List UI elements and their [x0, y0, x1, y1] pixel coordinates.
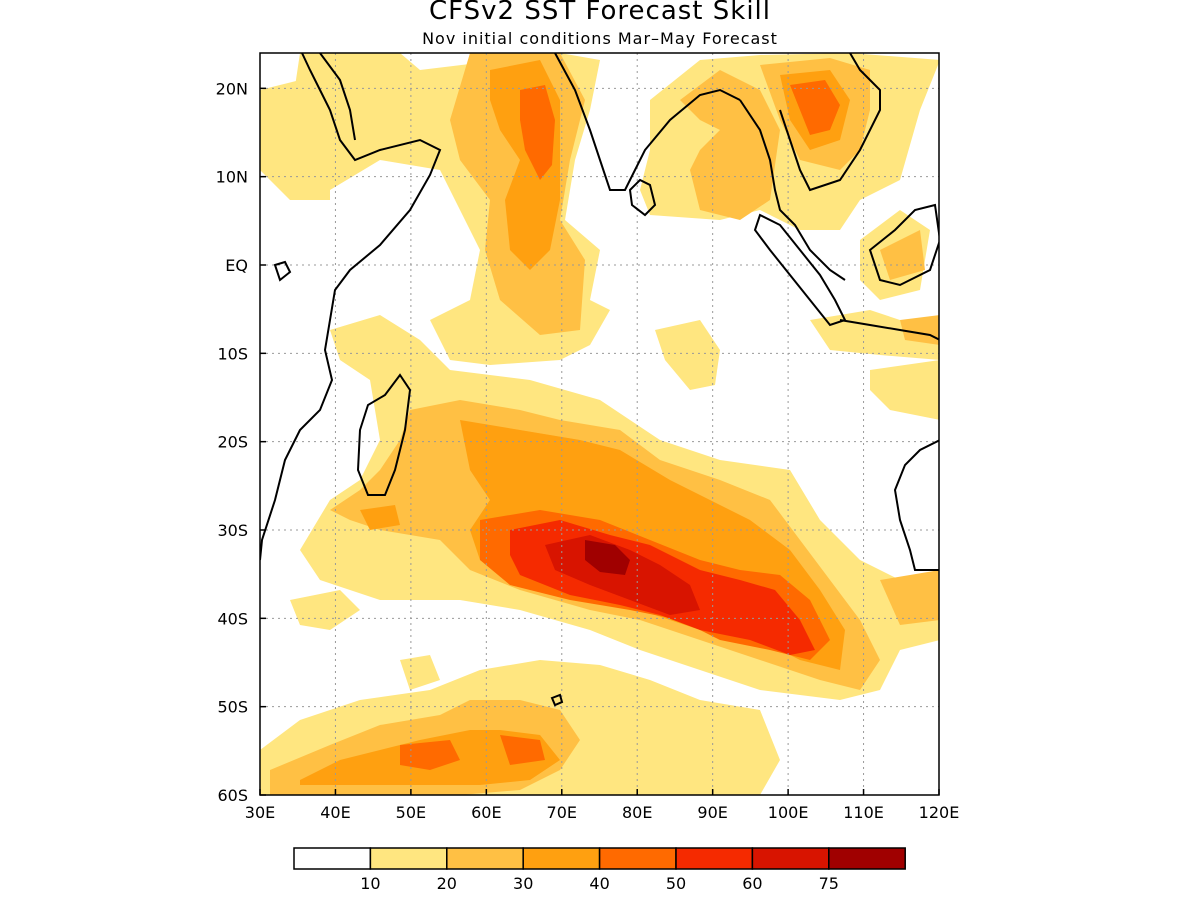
skill-shade-west-arabian-coast: [260, 80, 330, 200]
sumatra-coast: [753, 213, 847, 327]
x-tick-label: 50E: [396, 803, 426, 822]
skill-shade-arabian-sea-40: [520, 85, 555, 180]
colorbar-label: 60: [742, 874, 762, 893]
colorbar-label: 75: [819, 874, 839, 893]
colorbar-label: 20: [437, 874, 457, 893]
x-tick-label: 70E: [547, 803, 577, 822]
x-axis-ticks: 30E 40E 50E 60E 70E 80E 90E 100E 110E 120E: [245, 789, 960, 822]
plot-frame: [259, 52, 940, 796]
x-tick-label: 30E: [245, 803, 275, 822]
y-tick-label: 40S: [217, 609, 248, 628]
skill-shade-southern-ocean-40b: [500, 735, 545, 765]
java-coast: [839, 319, 939, 341]
sri-lanka-coast: [628, 178, 657, 217]
skill-shade-central-spot: [655, 320, 720, 390]
kerguelen-coast: [550, 693, 564, 707]
x-tick-label: 110E: [843, 803, 884, 822]
skill-shade-bay-bengal-20: [680, 70, 780, 220]
myanmar-coast: [739, 99, 846, 281]
skill-shade-south-spot: [400, 655, 440, 690]
skill-shade-subtropical-75: [585, 540, 630, 575]
map-grid: [260, 53, 939, 795]
y-tick-label: 20S: [217, 433, 248, 452]
x-tick-label: 60E: [471, 803, 501, 822]
skill-shade-java-20: [880, 230, 925, 280]
indochina-coast: [779, 53, 881, 192]
madagascar-coast: [356, 373, 412, 496]
map-title: CFSv2 SST Forecast Skill: [428, 0, 772, 26]
colorbar-swatch: [751, 847, 830, 870]
x-tick-label: 80E: [622, 803, 652, 822]
colorbar-swatch: [675, 847, 754, 870]
skill-shade-east-band: [870, 360, 939, 420]
skill-shade-southern-ocean-40a: [400, 740, 460, 770]
y-axis-ticks: 20N 10N EQ 10S 20S 30S 40S 50S 60S: [216, 79, 266, 805]
skill-shade-subtropical-60: [545, 535, 700, 615]
y-tick-label: EQ: [225, 256, 248, 275]
skill-shade-east-20: [900, 315, 939, 345]
colorbar-swatch: [369, 847, 448, 870]
colorbar-swatch: [598, 847, 677, 870]
colorbar-swatch: [828, 847, 906, 870]
plot-area: [259, 52, 940, 796]
y-tick-label: 10N: [216, 168, 248, 187]
colorbar-label: 10: [360, 874, 380, 893]
y-tick-label: 20N: [216, 79, 248, 98]
colorbar-label: 30: [513, 874, 533, 893]
skill-shade-south-china-sea-40: [790, 80, 840, 135]
colorbar-swatch: [446, 847, 524, 870]
persian-gulf-coast: [319, 53, 356, 141]
skill-shade-southwest-spot: [290, 590, 360, 630]
y-tick-label: 60S: [217, 786, 248, 805]
y-tick-label: 10S: [217, 344, 248, 363]
x-tick-label: 100E: [768, 803, 809, 822]
y-tick-label: 50S: [217, 698, 248, 717]
socotra-coast: [273, 260, 292, 282]
x-tick-label: 40E: [320, 803, 350, 822]
colorbar-swatch: [522, 847, 601, 870]
skill-shade-west-spot-30: [360, 505, 400, 530]
colorbar-label: 50: [666, 874, 686, 893]
colorbar-swatch: [293, 847, 372, 870]
india-coast: [554, 53, 741, 191]
coastlines: [260, 53, 939, 707]
x-tick-label: 90E: [697, 803, 727, 822]
australia-coast: [893, 439, 939, 571]
x-tick-label: 120E: [919, 803, 960, 822]
colorbar: 10 20 30 40 50 60 75: [293, 847, 906, 893]
africa-arabia-coast: [260, 53, 442, 561]
colorbar-label: 40: [589, 874, 609, 893]
borneo-coast: [868, 203, 939, 287]
y-tick-label: 30S: [217, 521, 248, 540]
skill-shade-east-australia-20: [880, 570, 939, 625]
map-subtitle: Nov initial conditions Mar–May Forecast: [422, 29, 778, 48]
skill-shading: [260, 53, 939, 795]
